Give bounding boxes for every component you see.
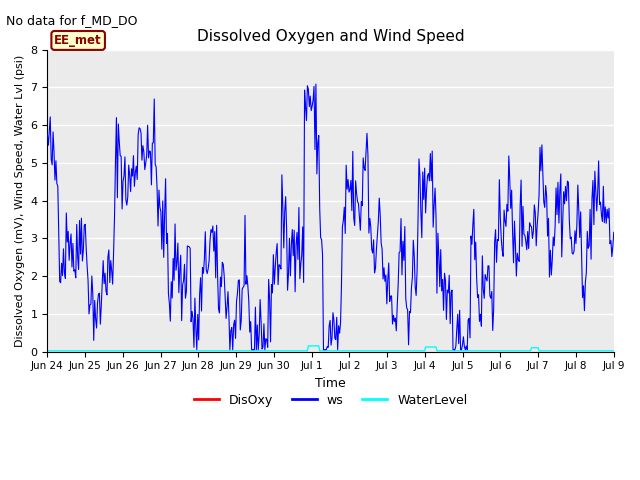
Text: No data for f_MD_DO: No data for f_MD_DO [6,14,138,27]
Legend: DisOxy, ws, WaterLevel: DisOxy, ws, WaterLevel [189,389,472,412]
X-axis label: Time: Time [316,377,346,390]
Title: Dissolved Oxygen and Wind Speed: Dissolved Oxygen and Wind Speed [196,29,465,44]
Y-axis label: Dissolved Oxygen (mV), Wind Speed, Water Lvl (psi): Dissolved Oxygen (mV), Wind Speed, Water… [15,55,25,347]
Text: EE_met: EE_met [54,34,102,47]
